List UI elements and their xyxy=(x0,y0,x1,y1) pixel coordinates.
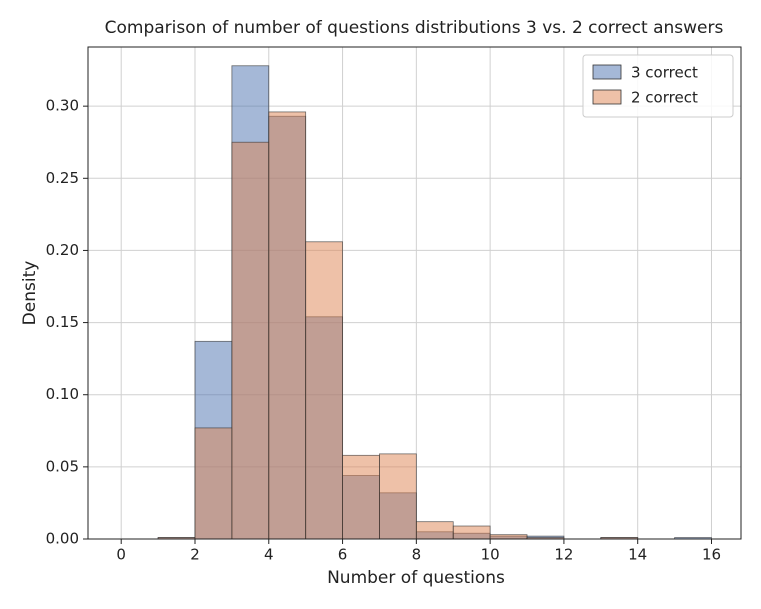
x-tick-label: 12 xyxy=(554,546,573,564)
histogram-bar xyxy=(489,534,528,540)
y-tick-label: 0.25 xyxy=(46,169,79,187)
histogram-bar xyxy=(268,111,307,540)
legend-swatch xyxy=(592,64,622,80)
histogram-bar xyxy=(194,427,233,540)
histogram-bar xyxy=(452,525,491,540)
histogram-bar xyxy=(231,141,270,540)
y-tick-label: 0.00 xyxy=(46,530,79,548)
x-tick-label: 0 xyxy=(116,546,126,564)
histogram-bar xyxy=(415,521,454,540)
y-tick-label: 0.30 xyxy=(46,97,79,115)
x-tick-label: 16 xyxy=(702,546,721,564)
x-axis-label: Number of questions xyxy=(327,568,505,588)
y-tick-label: 0.15 xyxy=(46,313,79,331)
y-tick-label: 0.10 xyxy=(46,385,79,403)
x-tick-label: 2 xyxy=(190,546,200,564)
legend-label: 3 correct xyxy=(631,64,698,82)
x-tick-label: 6 xyxy=(338,546,348,564)
x-tick-label: 14 xyxy=(628,546,647,564)
x-tick-label: 4 xyxy=(264,546,274,564)
y-tick-label: 0.05 xyxy=(46,457,79,475)
x-tick-label: 8 xyxy=(412,546,422,564)
histogram-bar xyxy=(305,241,343,540)
histogram-bar xyxy=(342,454,380,540)
histogram-bar xyxy=(379,453,417,540)
plot-frame xyxy=(87,46,742,540)
chart-title: Comparison of number of questions distri… xyxy=(105,18,724,38)
legend-label: 2 correct xyxy=(631,89,698,107)
legend-swatch xyxy=(592,89,622,105)
y-tick-label: 0.20 xyxy=(46,241,79,259)
x-tick-label: 10 xyxy=(481,546,500,564)
y-axis-label: Density xyxy=(20,261,40,326)
